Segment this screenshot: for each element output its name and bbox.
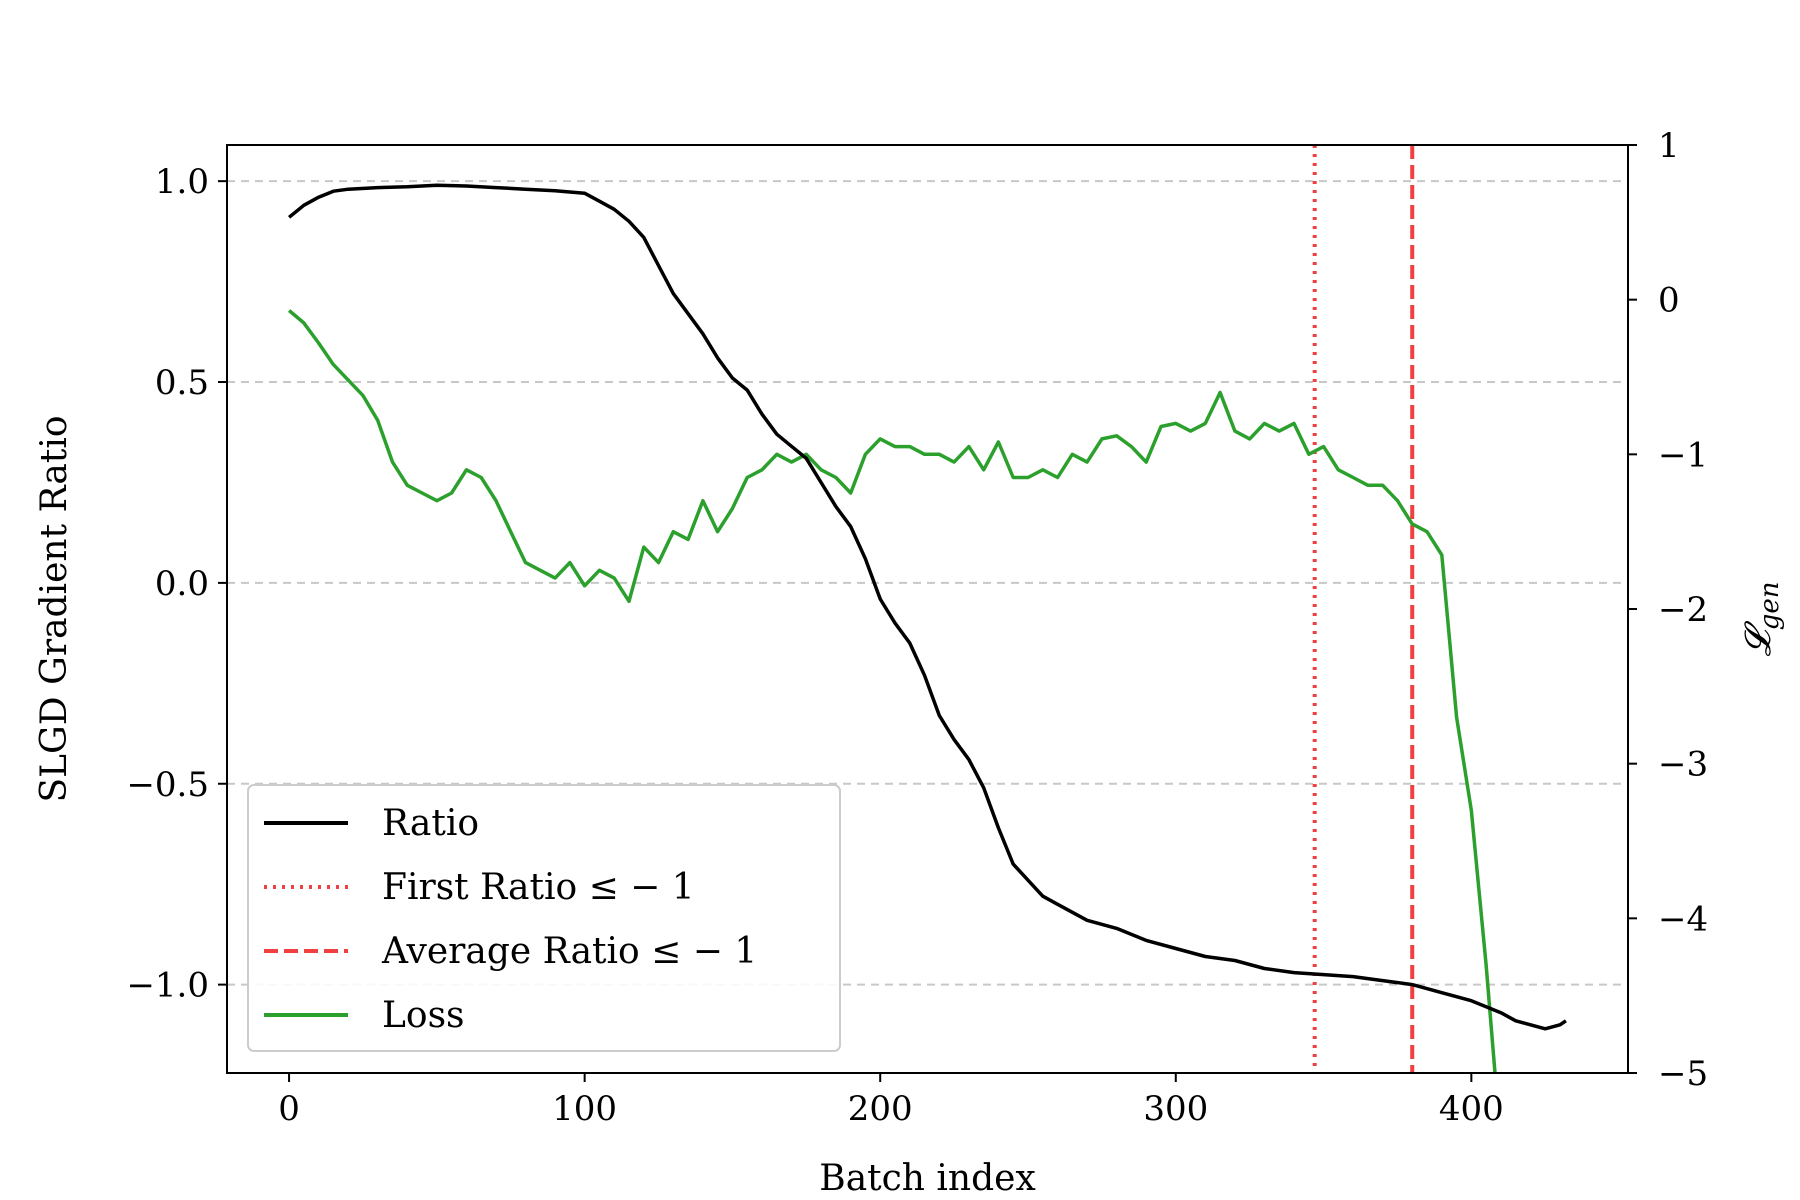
legend-box <box>247 784 841 1052</box>
x-axis-label: Batch index <box>819 1158 1036 1199</box>
x-tick-label: 200 <box>848 1089 913 1129</box>
threshold-lines <box>1312 145 1415 1073</box>
y2-tick-label: 0 <box>1658 281 1680 321</box>
x-tick-label: 0 <box>278 1089 300 1129</box>
x-tick-label: 300 <box>1143 1089 1208 1129</box>
y2-tick-label: −3 <box>1658 745 1708 785</box>
legend: Ratio First Ratio ≤ − 1 Average Ratio ≤ − … <box>247 784 841 1052</box>
y2-tick-label: −2 <box>1658 590 1708 630</box>
series-lines <box>287 183 1567 1074</box>
y2-tick-label: −1 <box>1658 435 1708 475</box>
ratio-line <box>287 183 1567 1031</box>
legend-average-ratio-label: Average Ratio ≤ − 1 <box>381 931 757 972</box>
y-tick-label: −0.5 <box>126 765 209 805</box>
y2-axis-label: 𝓛gen <box>1738 582 1785 657</box>
legend-first-ratio-label: First Ratio ≤ − 1 <box>382 867 695 908</box>
loss-line <box>287 309 1497 1074</box>
y2-tick-label: −4 <box>1658 899 1708 939</box>
y2-tick-label: −5 <box>1658 1054 1708 1094</box>
y2-tick-label: 1 <box>1658 126 1680 166</box>
x-tick-label: 100 <box>552 1089 617 1129</box>
y-tick-label: −1.0 <box>126 966 209 1006</box>
y-tick-label: 0.5 <box>155 363 209 403</box>
legend-ratio-label: Ratio <box>382 803 479 844</box>
y-tick-label: 0.0 <box>155 564 209 604</box>
y2-axis-label-sub: gen <box>1755 582 1785 631</box>
x-tick-label: 400 <box>1439 1089 1504 1129</box>
gridlines <box>227 180 1628 986</box>
y-tick-label: 1.0 <box>155 162 209 202</box>
y-axis-label: SLGD Gradient Ratio <box>34 415 75 802</box>
legend-loss-label: Loss <box>382 995 465 1036</box>
axis-ticks: 0 100 200 300 400 −1.0 −0.5 0.0 0.5 1.0 −5 −4 −3 −2 −1… <box>126 126 1708 1129</box>
